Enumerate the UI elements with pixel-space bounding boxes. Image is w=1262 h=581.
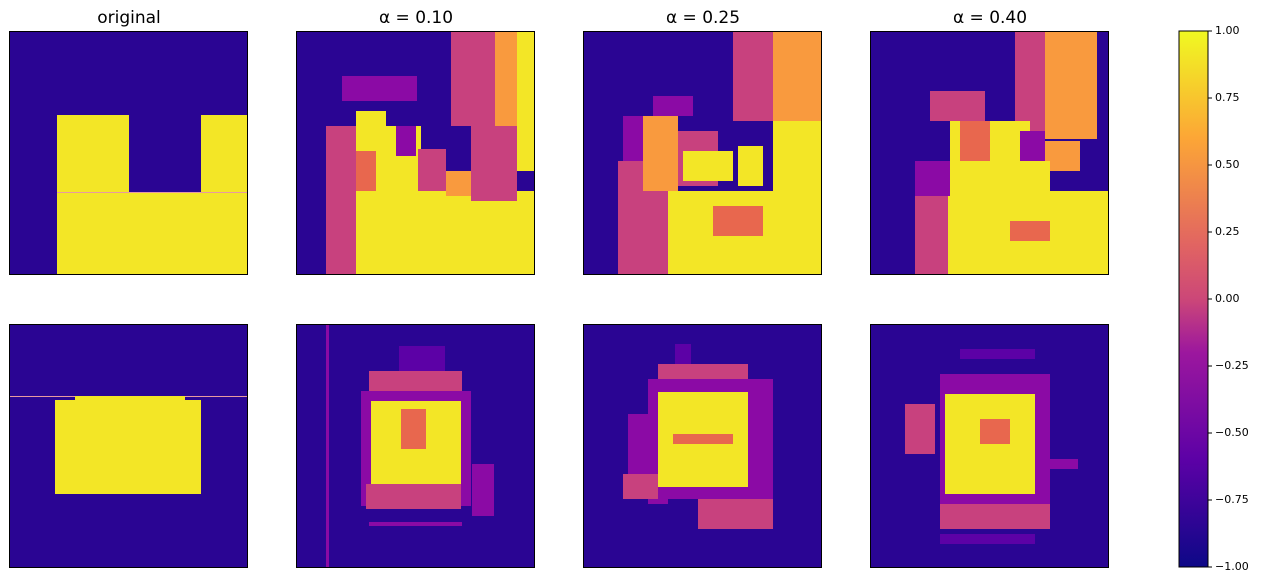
- panel-title: α = 0.40: [953, 8, 1027, 28]
- colorbar-tick-label: 0.50: [1215, 158, 1240, 171]
- image-panel: [870, 31, 1109, 275]
- colorbar-tick-label: −1.00: [1215, 560, 1249, 573]
- colorbar: [1178, 30, 1209, 568]
- panel-titles: original α = 0.10 α = 0.25 α = 0.40: [97, 8, 1027, 28]
- panel-title: original: [97, 8, 161, 28]
- colorbar-tick-label: 0.25: [1215, 225, 1240, 238]
- image-panel: [296, 31, 535, 275]
- panel-title: α = 0.25: [666, 8, 740, 28]
- colorbar-tick-label: 0.00: [1215, 292, 1240, 305]
- colorbar-tick-label: −0.50: [1215, 426, 1249, 439]
- colorbar-tick-label: −0.75: [1215, 493, 1249, 506]
- image-panel: [9, 31, 248, 275]
- image-panel: [583, 324, 822, 568]
- image-panel: [296, 324, 535, 568]
- panel-title: α = 0.10: [379, 8, 453, 28]
- colorbar-ticks: −1.00 −0.75 −0.50 −0.25 0.00 0.25 0.50 0.75 1.00: [1208, 24, 1249, 573]
- image-panel: [583, 31, 822, 275]
- colorbar-tick-label: −0.25: [1215, 359, 1249, 372]
- image-panel: [870, 324, 1109, 568]
- colorbar-tick-label: 1.00: [1215, 24, 1240, 37]
- image-panel: [9, 324, 248, 568]
- colorbar-tick-label: 0.75: [1215, 91, 1240, 104]
